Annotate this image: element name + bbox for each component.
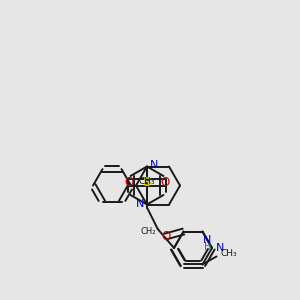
Text: N: N <box>150 160 158 170</box>
Text: S: S <box>142 176 152 189</box>
Text: N: N <box>203 235 212 244</box>
Text: N: N <box>216 243 224 253</box>
Text: CH₃: CH₃ <box>220 249 237 258</box>
Text: H: H <box>204 242 211 251</box>
Text: CH₂: CH₂ <box>140 226 156 236</box>
Text: O: O <box>160 176 169 189</box>
Text: CH₃: CH₃ <box>139 177 155 186</box>
Text: O: O <box>161 230 170 243</box>
Text: N: N <box>136 199 144 208</box>
Text: O: O <box>124 176 134 189</box>
